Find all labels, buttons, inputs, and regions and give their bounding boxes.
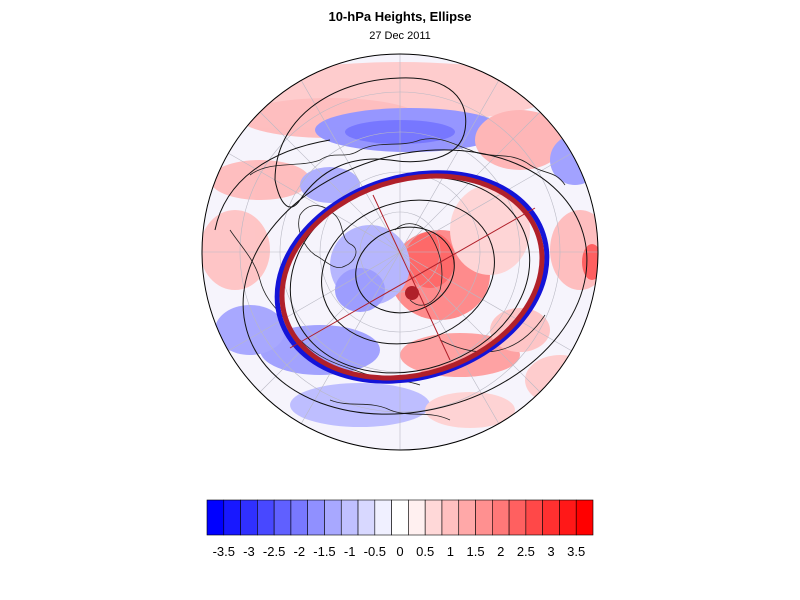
- ellipse-center-marker: [405, 286, 419, 300]
- colorbar-swatch: [290, 499, 308, 536]
- map-clip-group: [202, 54, 598, 450]
- height-contour: [214, 139, 331, 231]
- colorbar-swatch: [340, 499, 359, 536]
- anomaly-blob: [202, 210, 270, 290]
- globe-outline: [201, 53, 599, 451]
- anomaly-blob: [525, 355, 595, 405]
- anomaly-blob: [405, 232, 455, 288]
- anomaly-blob: [290, 383, 430, 427]
- anomaly-blob: [490, 308, 550, 352]
- colorbar-swatch: [492, 499, 510, 536]
- colorbar-tick-label: -0.5: [363, 544, 387, 559]
- colorbar-swatch: [257, 499, 275, 536]
- colorbar-tick-label: 3: [547, 544, 555, 559]
- anomaly-blob: [450, 185, 530, 275]
- coastline: [394, 223, 443, 306]
- colorbar-swatch: [424, 499, 443, 536]
- colorbar-tick-label: -3.5: [212, 544, 235, 559]
- anomaly-blob: [425, 392, 515, 428]
- height-contour: [274, 77, 467, 208]
- ellipse-major-axis: [289, 207, 536, 349]
- colorbar: [206, 499, 594, 536]
- colorbar-swatch: [374, 499, 392, 536]
- colorbar-swatch: [559, 499, 577, 536]
- colorbar-swatch: [475, 499, 493, 536]
- colorbar-tick-label: 3.5: [567, 544, 586, 559]
- map-title: 10-hPa Heights, Ellipse: [328, 9, 472, 24]
- colorbar-swatch: [575, 499, 594, 536]
- height-contour: [321, 199, 495, 345]
- anomaly-blob: [582, 244, 598, 280]
- colorbar-swatch: [391, 499, 409, 536]
- colorbar-tick-label: -1.5: [313, 544, 336, 559]
- colorbar-tick-label: 0.5: [416, 544, 435, 559]
- reference-ellipse: [274, 170, 550, 384]
- colorbar-tick-label: 0: [396, 544, 404, 559]
- colorbar-swatch: [324, 499, 342, 536]
- colorbar-swatch: [240, 499, 258, 536]
- colorbar-swatch: [542, 499, 560, 536]
- colorbar-swatch: [441, 499, 460, 536]
- colorbar-swatch: [458, 499, 476, 536]
- anomaly-blob: [210, 160, 310, 200]
- coastline: [439, 314, 546, 353]
- colorbar-tick-label: -3: [243, 544, 255, 559]
- colorbar-swatch: [508, 499, 527, 536]
- colorbar-tick-label: -1: [343, 544, 356, 559]
- fitted-ellipse: [279, 173, 545, 381]
- colorbar-tick-label: 2: [497, 544, 505, 559]
- colorbar-swatch: [357, 499, 376, 536]
- map-date: 27 Dec 2011: [369, 30, 431, 42]
- colorbar-swatch: [206, 499, 225, 536]
- vortex-ellipses: [274, 170, 550, 384]
- colorbar-swatch: [273, 499, 292, 536]
- coastline: [329, 399, 451, 421]
- coastlines: [229, 138, 566, 421]
- colorbar-tick-label: 2.5: [516, 544, 535, 559]
- colorbar-tick-label: -2: [293, 544, 306, 559]
- colorbar-swatch: [223, 499, 241, 536]
- colorbar-tick-label: -2.5: [262, 544, 286, 559]
- anomaly-blob: [550, 210, 598, 290]
- colorbar-swatch: [408, 499, 426, 536]
- colorbar-swatch: [307, 499, 325, 536]
- colorbar-tick-label: 1: [446, 544, 454, 559]
- anomaly-blob: [215, 305, 285, 355]
- coastline: [249, 138, 471, 176]
- colorbar-swatch: [525, 499, 543, 536]
- ellipse-minor-axis: [372, 194, 451, 361]
- colorbar-tick-label: 1.5: [466, 544, 485, 559]
